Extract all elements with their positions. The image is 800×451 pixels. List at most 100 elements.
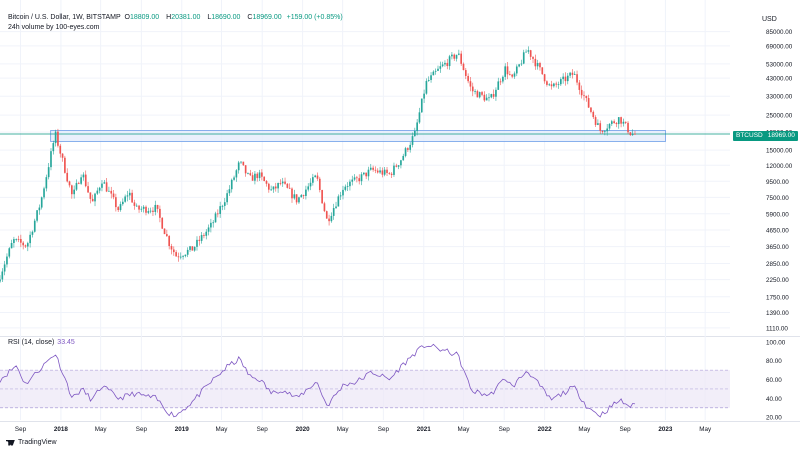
candle-body	[80, 177, 82, 184]
price-tick-label: 2250.00	[766, 277, 789, 284]
candle-body	[344, 186, 347, 190]
candle	[279, 179, 282, 186]
candle	[592, 110, 595, 119]
rsi-tick-label: 20.00	[766, 415, 782, 422]
candle	[624, 121, 627, 125]
tradingview-logo[interactable]: TradingView	[6, 439, 57, 446]
candle	[455, 54, 458, 62]
price-tick-label: 43000.00	[766, 76, 793, 83]
candle-body	[590, 107, 592, 112]
candle	[339, 191, 342, 201]
candle	[235, 169, 238, 182]
candle-body	[407, 148, 409, 150]
candle-body	[235, 170, 238, 178]
candle	[601, 130, 604, 134]
candle	[583, 91, 585, 101]
candle-body	[504, 66, 507, 77]
candle-body	[423, 93, 425, 99]
candle-body	[342, 189, 344, 196]
candle	[307, 183, 310, 192]
candle-body	[203, 235, 205, 236]
candle-body	[515, 66, 518, 74]
candle	[17, 235, 20, 243]
candle-body	[277, 183, 279, 189]
candle	[223, 197, 226, 210]
candle	[119, 201, 122, 212]
candle-body	[462, 63, 465, 71]
candle	[541, 67, 544, 75]
candle	[101, 180, 103, 192]
candle-body	[425, 80, 428, 94]
candle-body	[610, 121, 613, 124]
candle	[506, 62, 509, 80]
price-tick-label: 7500.00	[766, 195, 789, 202]
candle	[599, 120, 602, 134]
candle	[462, 62, 465, 71]
candle-body	[40, 197, 43, 208]
candle	[499, 78, 502, 86]
candle	[103, 179, 106, 184]
candle	[177, 252, 180, 262]
candle	[59, 143, 62, 158]
candle	[312, 173, 314, 186]
candle-body	[624, 121, 627, 123]
candle-body	[631, 133, 634, 136]
candle-body	[8, 248, 11, 257]
candle	[302, 194, 305, 200]
candle-body	[557, 84, 560, 86]
candle	[488, 93, 490, 102]
candle-body	[6, 256, 8, 265]
candle-body	[22, 242, 25, 246]
candle	[492, 89, 495, 100]
candle-body	[506, 66, 509, 75]
candle	[369, 163, 372, 171]
candle-body	[532, 56, 534, 59]
rsi-line	[0, 343, 636, 418]
candle-body	[467, 75, 469, 82]
candle-body	[121, 201, 124, 205]
candle	[325, 210, 328, 219]
candle-body	[77, 182, 80, 184]
candle	[24, 244, 27, 248]
price-tick-label: 4650.00	[766, 228, 789, 235]
candle-body	[126, 195, 129, 197]
rsi-legend: RSI (14, close) 33.45	[8, 339, 75, 346]
candle	[562, 73, 564, 84]
candle	[460, 50, 463, 66]
candle-body	[356, 177, 358, 179]
candle-body	[200, 235, 203, 241]
candle	[525, 49, 527, 53]
candle	[390, 172, 393, 179]
candle	[571, 69, 574, 79]
candle-body	[400, 160, 402, 166]
candle-body	[490, 94, 493, 98]
candle-body	[409, 144, 412, 150]
candle	[423, 89, 425, 104]
candle-body	[228, 189, 231, 194]
candle-body	[509, 74, 511, 76]
candle	[73, 185, 75, 199]
candle-body	[131, 192, 133, 203]
candle-body	[444, 62, 446, 65]
candle	[587, 94, 590, 108]
candle	[404, 146, 407, 158]
candle-body	[597, 123, 599, 125]
candle-body	[571, 72, 574, 75]
candle-body	[527, 50, 530, 52]
candle-body	[184, 254, 187, 257]
candle	[240, 161, 242, 164]
candle-body	[455, 54, 458, 59]
candle-body	[267, 183, 270, 190]
candle	[191, 246, 194, 251]
candle	[258, 169, 261, 181]
candle	[590, 107, 592, 114]
candle-body	[128, 192, 131, 196]
candle	[3, 260, 6, 276]
candle-body	[534, 58, 537, 67]
candle-body	[367, 169, 370, 177]
candle	[434, 68, 437, 75]
candle	[305, 185, 307, 200]
candle	[152, 207, 154, 217]
candle-body	[608, 123, 611, 129]
